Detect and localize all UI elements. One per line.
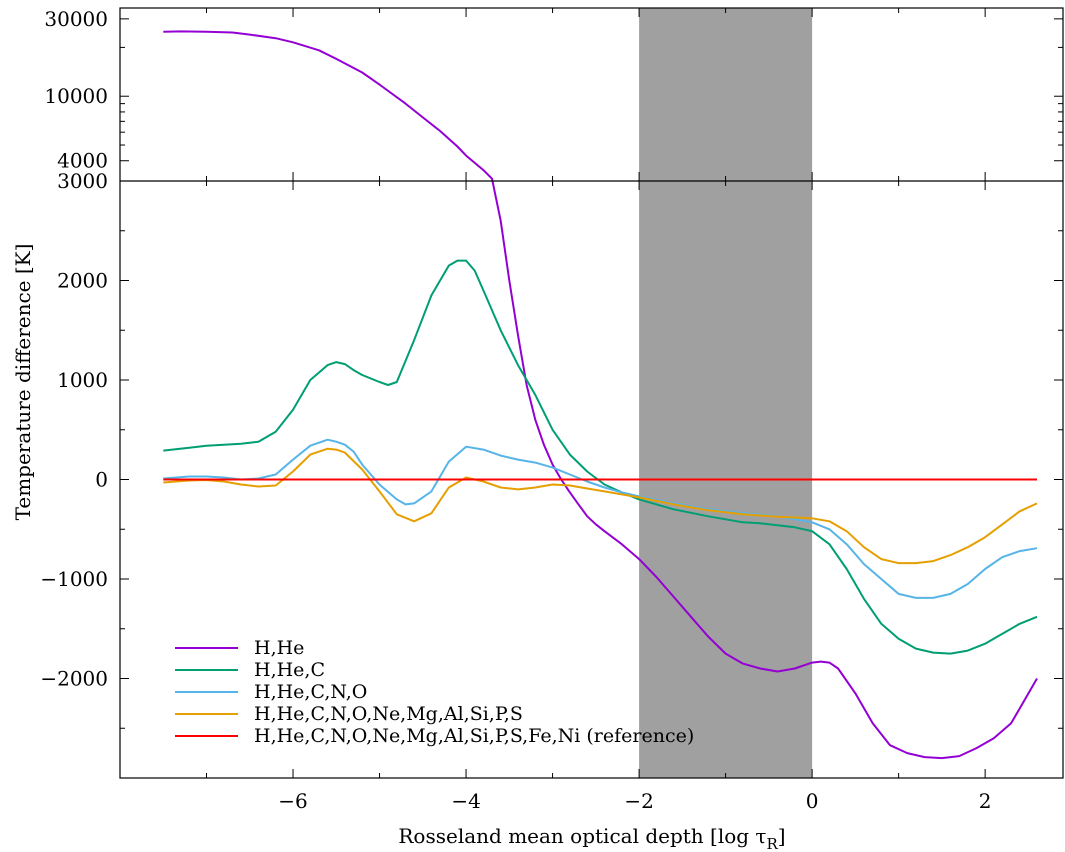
y-tick-label-upper-2: 30000 xyxy=(44,7,108,31)
x-axis-label-close: ] xyxy=(778,824,786,848)
series-line-1 xyxy=(163,259,1038,655)
x-tick-label-2: −2 xyxy=(624,789,653,813)
series-line-0 xyxy=(163,30,1038,760)
x-tick-label-3: 0 xyxy=(806,789,819,813)
legend-label-0: H,He xyxy=(254,637,304,659)
series-line-3 xyxy=(163,447,1038,565)
y-tick-label-upper-0: 4000 xyxy=(57,149,108,173)
x-axis-label-main: Rosseland mean optical depth [log τ xyxy=(398,824,766,848)
legend: H,HeH,He,CH,He,C,N,OH,He,C,N,O,Ne,Mg,Al,… xyxy=(175,637,694,747)
x-tick-label-1: −4 xyxy=(451,789,480,813)
y-tick-label-lower-0: −2000 xyxy=(40,667,108,691)
plot-frame xyxy=(119,7,1064,779)
y-tick-label-upper-1: 10000 xyxy=(44,84,108,108)
y-tick-label-lower-5: 3000 xyxy=(57,169,108,193)
y-tick-label-lower-1: −1000 xyxy=(40,567,108,591)
y-tick-label-lower-3: 1000 xyxy=(57,368,108,392)
legend-label-1: H,He,C xyxy=(254,659,325,681)
x-tick-label-4: 2 xyxy=(979,789,992,813)
shaded-region-layer xyxy=(639,8,813,778)
x-axis-label-subscript: R xyxy=(767,835,779,852)
y-tick-label-lower-2: 0 xyxy=(95,468,108,492)
legend-label-3: H,He,C,N,O,Ne,Mg,Al,Si,P,S xyxy=(254,703,523,725)
legend-label-4: H,He,C,N,O,Ne,Mg,Al,Si,P,S,Fe,Ni (refere… xyxy=(254,725,694,747)
x-tick-label-0: −6 xyxy=(278,789,307,813)
shaded-region xyxy=(639,8,813,778)
y-axis-label: Temperature difference [K] xyxy=(11,244,35,521)
plot-frame-layer xyxy=(119,7,1064,779)
legend-label-2: H,He,C,N,O xyxy=(254,681,367,703)
series-line-2 xyxy=(163,438,1038,599)
x-axis-label: Rosseland mean optical depth [log τR] xyxy=(398,824,785,852)
series-layer xyxy=(163,30,1038,760)
y-tick-label-lower-4: 2000 xyxy=(57,269,108,293)
